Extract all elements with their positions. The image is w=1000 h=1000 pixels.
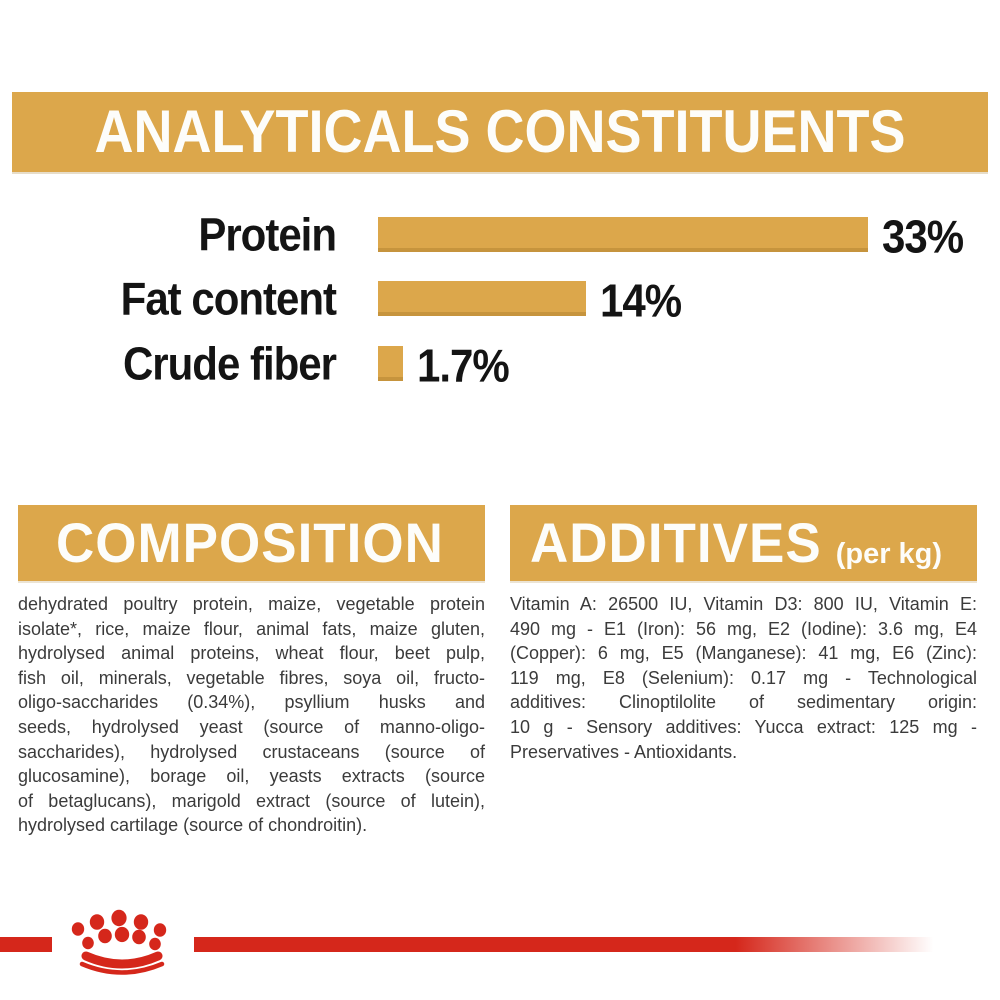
text-line: isolate*, rice, maize flour, animal fats…: [18, 618, 485, 639]
nutrient-value: 33%: [882, 210, 964, 263]
nutrient-bar: [378, 217, 868, 252]
additives-title: ADDITIVES: [530, 512, 822, 574]
text-line: Preservatives - Antioxidants.: [510, 741, 738, 762]
text-line: additives: Clinoptilolite of sedimentary…: [510, 692, 977, 713]
nutrient-label: Protein: [198, 208, 337, 261]
text-line: saccharides), hydrolysed crustaceans (so…: [18, 741, 485, 762]
text-line: (Copper): 6 mg, E5 (Manganese): 41 mg, E…: [510, 643, 977, 664]
text-line: 490 mg - E1 (Iron): 56 mg, E2 (Iodine): …: [510, 618, 977, 639]
analyticals-title: ANALYTICALS CONSTITUENTS: [94, 98, 906, 166]
footer-accent-line: [0, 937, 943, 952]
text-line: hydrolysed animal proteins, wheat flour,…: [18, 643, 485, 664]
text-line: glucosamine), borage oil, yeasts extract…: [18, 766, 485, 787]
chart-row-protein: Protein 33%: [0, 209, 1000, 263]
nutrient-label: Fat content: [120, 272, 337, 325]
chart-row-fat-content: Fat content 14%: [0, 273, 1000, 327]
text-line: Vitamin A: 26500 IU, Vitamin D3: 800 IU,…: [510, 594, 977, 614]
text-line: fish oil, minerals, vegetable fibres, so…: [18, 667, 485, 688]
analyticals-header-band: ANALYTICALS CONSTITUENTS: [12, 92, 988, 172]
nutrient-value: 1.7%: [417, 339, 510, 392]
text-line: of betaglucans), marigold extract (sourc…: [18, 790, 485, 811]
additives-text: Vitamin A: 26500 IU, Vitamin D3: 800 IU,…: [510, 592, 977, 764]
nutrient-bar: [378, 346, 403, 381]
text-line: seeds, hydrolysed yeast (source of manno…: [18, 716, 485, 737]
composition-title: COMPOSITION: [56, 512, 444, 574]
text-line: hydrolysed cartilage (source of chondroi…: [18, 815, 368, 836]
nutrient-bar: [378, 281, 586, 316]
text-line: dehydrated poultry protein, maize, veget…: [18, 594, 485, 614]
additives-unit-label: (per kg): [835, 538, 943, 570]
text-line: 119 mg, E8 (Selenium): 0.17 mg - Technol…: [510, 667, 977, 688]
royal-canin-crown-icon: [71, 909, 167, 975]
additives-header-band: ADDITIVES (per kg): [510, 505, 977, 581]
composition-text: dehydrated poultry protein, maize, veget…: [18, 592, 485, 838]
composition-section: COMPOSITION dehydrated poultry protein, …: [18, 505, 485, 838]
text-line: 10 g - Sensory additives: Yucca extract:…: [510, 716, 977, 737]
nutrient-value: 14%: [600, 274, 682, 327]
additives-section: ADDITIVES (per kg) Vitamin A: 26500 IU, …: [510, 505, 977, 764]
nutrient-label: Crude fiber: [122, 337, 337, 390]
chart-row-crude-fiber: Crude fiber 1.7%: [0, 338, 1000, 392]
composition-header-band: COMPOSITION: [18, 505, 485, 581]
text-line: oligo-saccharides (0.34%), psyllium husk…: [18, 692, 485, 713]
brand-logo-container: [52, 886, 194, 990]
